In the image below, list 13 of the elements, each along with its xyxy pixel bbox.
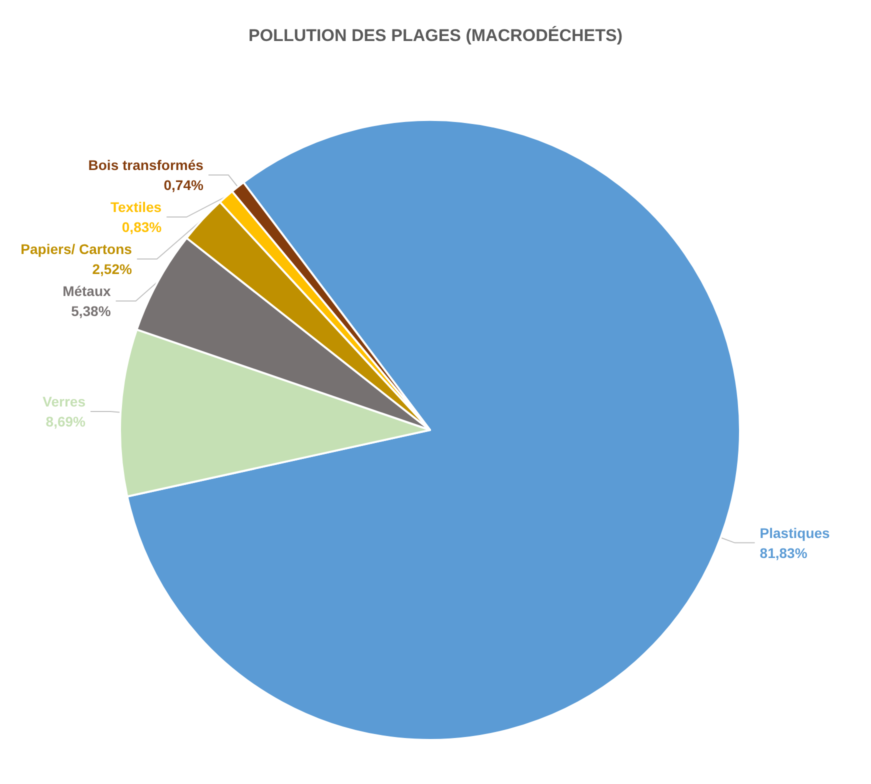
data-label: 0,74% xyxy=(164,177,204,194)
data-label: 8,69% xyxy=(46,414,86,430)
chart-title: POLLUTION DES PLAGES (MACRODÉCHETS) xyxy=(248,25,623,45)
slice-label: Verres xyxy=(42,394,86,410)
slice-label: Métaux xyxy=(62,283,112,300)
slice-label: Papiers/ Cartons xyxy=(20,241,132,258)
data-label: 81,83% xyxy=(760,544,808,561)
slice-label: Plastiques xyxy=(760,524,830,541)
slice-label: Bois transformés xyxy=(88,157,204,174)
slice-label: Textiles xyxy=(110,199,162,216)
data-label: 2,52% xyxy=(92,261,132,278)
data-label: 0,83% xyxy=(122,219,162,236)
data-label: 5,38% xyxy=(71,303,112,320)
